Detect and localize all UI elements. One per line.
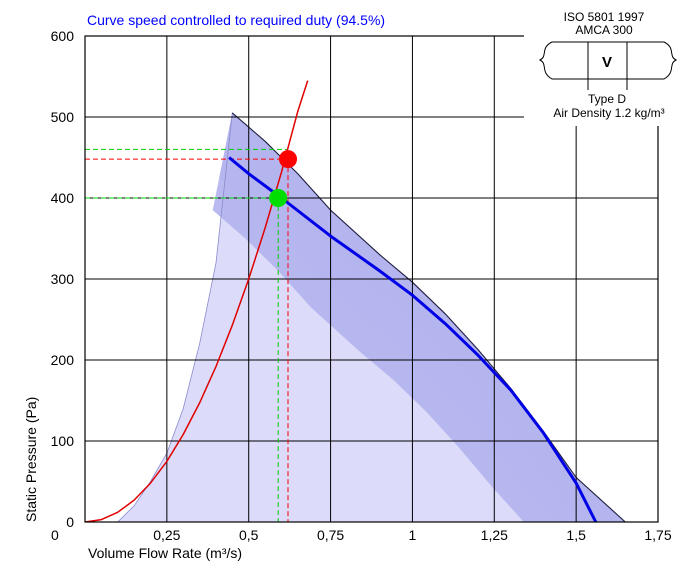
standard-type-label: Type D xyxy=(588,92,626,106)
x-tick-label: 0 xyxy=(51,527,59,543)
x-tick-label: 1,5 xyxy=(566,527,586,543)
x-tick-label: 0,25 xyxy=(153,527,180,543)
duty-guide-lines xyxy=(85,148,289,522)
y-tick-label: 400 xyxy=(51,190,75,206)
y-tick-label: 600 xyxy=(51,28,75,44)
operating-envelope xyxy=(117,112,626,522)
y-tick-label: 0 xyxy=(66,514,74,530)
duty-points xyxy=(269,150,298,207)
axis-ticks: 0 100 200 300 400 500 600 0 0,25 0,5 0,75 1 1,25 1,5 1… xyxy=(51,28,672,543)
x-tick-label: 0,5 xyxy=(239,527,259,543)
x-tick-label: 1,75 xyxy=(644,527,671,543)
standard-amca-label: AMCA 300 xyxy=(575,23,633,37)
envelope-band xyxy=(212,112,626,522)
y-tick-label: 100 xyxy=(51,433,75,449)
x-tick-label: 1 xyxy=(409,527,417,543)
y-axis-label: Static Pressure (Pa) xyxy=(23,397,39,522)
installation-symbol: V xyxy=(602,54,612,71)
standard-iso-label: ISO 5801 1997 xyxy=(564,10,645,24)
air-density-label: Air Density 1.2 kg/m³ xyxy=(553,106,664,120)
plot-frame xyxy=(84,35,659,523)
x-tick-label: 0,75 xyxy=(317,527,344,543)
x-tick-label: 1,25 xyxy=(481,527,508,543)
chart-title: Curve speed controlled to required duty … xyxy=(87,12,385,28)
y-tick-label: 500 xyxy=(51,109,75,125)
operating-point xyxy=(279,150,298,169)
grid xyxy=(85,36,658,522)
required-duty-point xyxy=(269,189,288,207)
x-axis-label: Volume Flow Rate (m³/s) xyxy=(88,545,242,561)
standard-box: ISO 5801 1997 AMCA 300 V Type D Air Dens… xyxy=(524,8,678,126)
y-tick-label: 300 xyxy=(51,271,75,287)
y-tick-label: 200 xyxy=(51,352,75,368)
duct-symbol-icon xyxy=(538,41,678,90)
